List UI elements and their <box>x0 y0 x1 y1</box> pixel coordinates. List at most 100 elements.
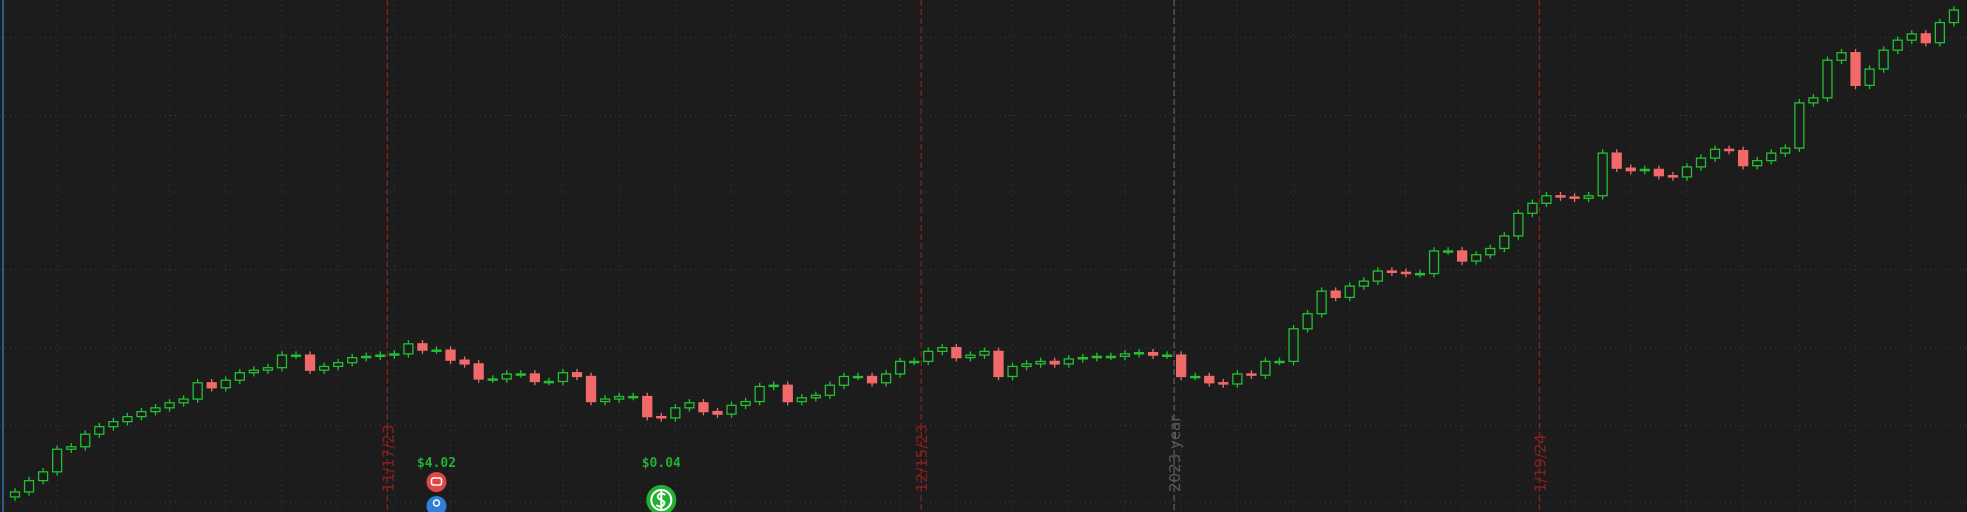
candle-body <box>1176 354 1187 378</box>
candle <box>1218 378 1229 388</box>
candle <box>1625 164 1636 175</box>
candle <box>248 366 260 377</box>
candle <box>1920 30 1931 47</box>
event-icon-glyph <box>655 491 666 509</box>
candle-body <box>1709 148 1721 159</box>
candle-body <box>417 343 428 351</box>
candle-body <box>838 375 850 386</box>
candle-body <box>642 395 653 418</box>
candle <box>628 392 639 401</box>
candle-body <box>1260 360 1271 376</box>
candle <box>220 376 231 392</box>
candle-body <box>122 415 133 423</box>
candle <box>1414 269 1426 278</box>
candle-body <box>1077 356 1088 360</box>
candle <box>923 347 934 366</box>
candle <box>1147 348 1159 359</box>
candle-body <box>796 397 807 403</box>
candle <box>66 442 77 454</box>
candle-body <box>1892 39 1903 51</box>
candle <box>1878 46 1889 73</box>
candle <box>1232 370 1243 388</box>
candle-body <box>543 380 555 384</box>
candle <box>726 401 737 418</box>
candle-body <box>1808 97 1819 104</box>
candle-body <box>23 479 35 493</box>
candle <box>1906 30 1917 44</box>
candle <box>1681 163 1693 181</box>
candle <box>796 394 807 406</box>
candle <box>515 370 526 378</box>
candle <box>740 397 751 410</box>
candle-body <box>234 372 245 381</box>
candle <box>712 407 723 418</box>
candle <box>1400 268 1412 278</box>
candle <box>909 357 920 366</box>
candle <box>1035 357 1046 368</box>
candle-body <box>501 373 512 380</box>
candle-body <box>332 362 344 368</box>
candle <box>1583 192 1594 203</box>
candle-body <box>923 350 934 363</box>
candle-body <box>1934 21 1945 44</box>
candle <box>1723 145 1735 155</box>
candle <box>1513 209 1524 240</box>
candle <box>895 357 906 378</box>
event-icon <box>426 496 447 512</box>
candle-body <box>1372 270 1383 282</box>
candle-body <box>1597 152 1608 197</box>
candle <box>150 404 161 416</box>
candle-body <box>318 365 330 371</box>
candle-body <box>1442 250 1454 253</box>
candle <box>543 377 555 386</box>
candle-body <box>9 491 21 498</box>
candle <box>1850 48 1861 90</box>
candle <box>1330 287 1341 302</box>
candle <box>880 370 892 387</box>
candle-body <box>571 372 583 378</box>
period-marker-label: 12/15/23 <box>913 425 931 492</box>
candle-body <box>1639 168 1650 172</box>
candle <box>1260 357 1271 379</box>
candle <box>965 351 976 362</box>
candle-body <box>684 402 695 409</box>
candle-body <box>80 433 91 448</box>
candle-body <box>1794 102 1805 149</box>
candle <box>1063 355 1074 368</box>
candle <box>1021 360 1032 371</box>
candle-body <box>1485 247 1496 256</box>
candle-body <box>824 384 836 396</box>
candle <box>1864 65 1875 90</box>
candle <box>1049 357 1060 368</box>
candle-body <box>951 346 962 359</box>
candle <box>1611 149 1622 172</box>
candle-body <box>1035 360 1046 365</box>
candle-body <box>1513 212 1524 237</box>
candle-body <box>1133 351 1145 355</box>
candle <box>1091 352 1102 362</box>
candle <box>979 347 990 359</box>
candle <box>599 395 611 406</box>
candle <box>234 368 245 384</box>
candle-body <box>1288 328 1299 363</box>
candle <box>1161 351 1173 359</box>
candle-body <box>1695 157 1707 168</box>
candle-body <box>66 446 77 450</box>
candle <box>1471 250 1482 265</box>
candle <box>332 358 344 371</box>
candle-body <box>614 395 625 400</box>
candle <box>1442 247 1454 255</box>
candle-body <box>937 346 948 353</box>
candle <box>1667 171 1679 181</box>
candle <box>431 346 442 354</box>
candle-body <box>1499 235 1510 250</box>
candle-body <box>1091 355 1102 359</box>
candle <box>276 351 288 372</box>
candle-body <box>1681 166 1693 178</box>
candle-body <box>726 404 737 415</box>
candle-body <box>473 363 484 380</box>
candle <box>1794 99 1805 152</box>
candle <box>1527 199 1538 218</box>
candle <box>670 404 681 422</box>
